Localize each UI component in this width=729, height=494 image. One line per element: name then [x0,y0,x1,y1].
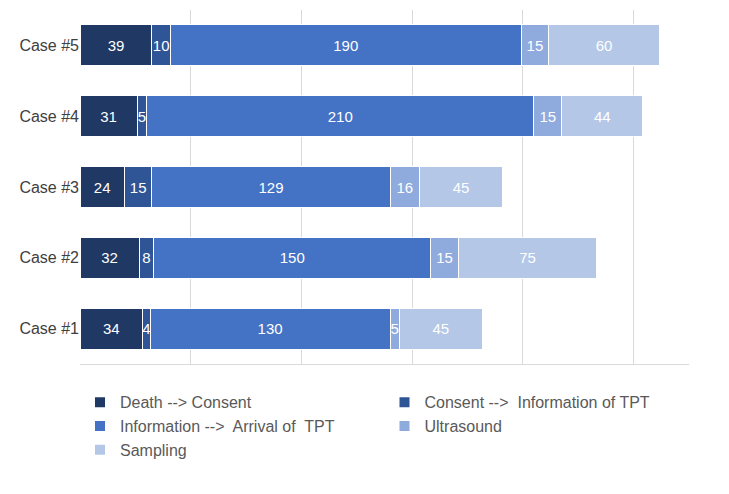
svg-text:190: 190 [333,37,358,54]
svg-text:10: 10 [153,37,170,54]
svg-text:150: 150 [280,249,305,266]
svg-text:60: 60 [596,37,613,54]
svg-text:Case #5: Case #5 [19,37,79,54]
svg-text:Case #2: Case #2 [19,249,79,266]
svg-text:31: 31 [100,108,117,125]
svg-text:44: 44 [594,108,611,125]
svg-text:Death --> Consent: Death --> Consent [120,394,252,411]
svg-text:130: 130 [258,320,283,337]
svg-text:5: 5 [138,108,146,125]
svg-text:Case #4: Case #4 [19,108,79,125]
svg-text:Information --> Arrival of T: Information --> Arrival of TPT [120,418,335,435]
svg-text:8: 8 [142,249,150,266]
svg-text:Consent --> Information of TP: Consent --> Information of TPT [425,394,650,411]
svg-text:15: 15 [539,108,556,125]
svg-text:32: 32 [101,249,118,266]
svg-text:Case #1: Case #1 [19,320,79,337]
svg-text:Ultrasound: Ultrasound [425,418,502,435]
svg-text:75: 75 [519,249,536,266]
svg-text:5: 5 [390,320,398,337]
svg-text:16: 16 [396,179,413,196]
svg-text:15: 15 [527,37,544,54]
svg-text:34: 34 [103,320,120,337]
svg-text:15: 15 [130,179,147,196]
svg-text:210: 210 [328,108,353,125]
svg-text:15: 15 [436,249,453,266]
svg-text:4: 4 [142,320,150,337]
svg-text:24: 24 [94,179,111,196]
svg-text:Sampling: Sampling [120,442,187,459]
svg-text:45: 45 [432,320,449,337]
svg-text:129: 129 [258,179,283,196]
svg-text:39: 39 [108,37,125,54]
svg-text:45: 45 [453,179,470,196]
svg-text:Case #3: Case #3 [19,179,79,196]
